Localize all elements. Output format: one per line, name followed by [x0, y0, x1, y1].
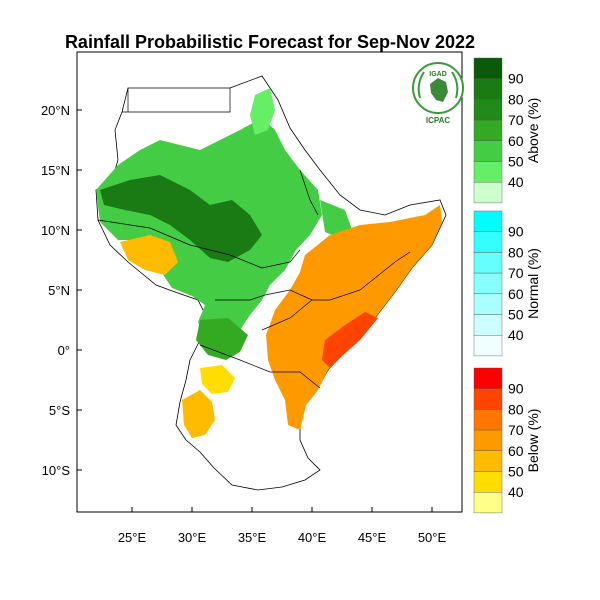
lat-labels: 20°N 15°N 10°N 5°N 0° 5°S 10°S	[41, 103, 70, 478]
colorbar-level-label: 50	[508, 154, 524, 170]
colorbar-category-label: Above (%)	[525, 98, 541, 163]
svg-text:ICPAC: ICPAC	[426, 116, 451, 125]
lat-label: 0°	[58, 343, 70, 358]
lat-label: 20°N	[41, 103, 70, 118]
lon-label: 35°E	[238, 530, 267, 545]
colorbar-level-label: 80	[508, 244, 524, 260]
colorbar-segment	[473, 78, 503, 100]
colorbar-level-label: 40	[508, 484, 524, 500]
colorbar-level-label: 60	[508, 286, 524, 302]
colorbar-segment	[473, 450, 503, 472]
colorbar-segment	[473, 119, 503, 141]
colorbar-segment	[473, 231, 503, 253]
colorbar-segment	[473, 161, 503, 183]
lon-label: 30°E	[178, 530, 207, 545]
colorbar-segment	[473, 335, 503, 357]
lat-ticks	[77, 109, 82, 471]
lat-label: 5°N	[48, 283, 70, 298]
colorbar-segment	[473, 272, 503, 295]
igad-emblem-icon: IGAD ICPAC	[412, 62, 464, 125]
lat-label: 5°S	[49, 403, 70, 418]
below-zone-main	[266, 205, 442, 430]
colorbar-level-label: 90	[508, 71, 524, 87]
colorbar-segment	[473, 429, 503, 452]
lat-label: 15°N	[41, 163, 70, 178]
colorbar-level-label: 70	[508, 422, 524, 438]
lon-labels: 25°E 30°E 35°E 40°E 45°E 50°E	[118, 530, 447, 545]
colorbar-level-label: 90	[508, 381, 524, 397]
colorbar-level-label: 60	[508, 133, 524, 149]
colorbar-segment	[473, 471, 503, 493]
lon-ticks	[131, 507, 433, 512]
colorbar-segment	[473, 314, 503, 336]
above-zone-4	[320, 200, 352, 238]
colorbar-level-label: 80	[508, 91, 524, 107]
colorbar-segment	[473, 388, 503, 410]
colorbar-level-label: 90	[508, 224, 524, 240]
below-zone-strong	[322, 312, 378, 368]
colorbar-level-label: 70	[508, 265, 524, 281]
colorbar-segment	[473, 181, 503, 204]
above-zone-dark	[100, 175, 262, 262]
lon-label: 50°E	[418, 530, 447, 545]
country-borders	[97, 88, 411, 389]
lon-label: 25°E	[118, 530, 147, 545]
lat-label: 10°S	[42, 463, 71, 478]
colorbar-segment	[473, 409, 503, 431]
colorbar-level-label: 80	[508, 401, 524, 417]
colorbar-segment	[473, 293, 503, 315]
below-zone-sw	[182, 390, 215, 438]
lat-label: 10°N	[41, 223, 70, 238]
colorbar-segment	[473, 210, 503, 232]
lon-label: 45°E	[358, 530, 387, 545]
colorbar-segment	[473, 57, 503, 79]
colorbar-level-label: 70	[508, 112, 524, 128]
lon-label: 40°E	[298, 530, 327, 545]
svg-text:IGAD: IGAD	[429, 71, 447, 78]
colorbar-category-label: Below (%)	[525, 409, 541, 473]
colorbar-level-label: 60	[508, 443, 524, 459]
below-zone-nw	[200, 365, 235, 394]
colorbar-segment	[473, 492, 503, 514]
above-zone-3	[250, 88, 275, 135]
colorbar-level-label: 50	[508, 307, 524, 323]
colorbar-segment	[473, 140, 503, 162]
colorbar-level-label: 40	[508, 174, 524, 190]
colorbar-segment	[473, 252, 503, 274]
colorbar-level-label: 50	[508, 464, 524, 480]
colorbar-level-label: 40	[508, 327, 524, 343]
above-zone-2	[196, 318, 248, 360]
igad-logo: IGAD ICPAC	[410, 60, 466, 128]
colorbar-segment	[473, 99, 503, 121]
map-title: Rainfall Probabilistic Forecast for Sep-…	[64, 32, 476, 52]
colorbar-category-label: Normal (%)	[525, 248, 541, 319]
below-zone-yellow	[120, 235, 178, 275]
colorbar-segment	[473, 367, 503, 389]
